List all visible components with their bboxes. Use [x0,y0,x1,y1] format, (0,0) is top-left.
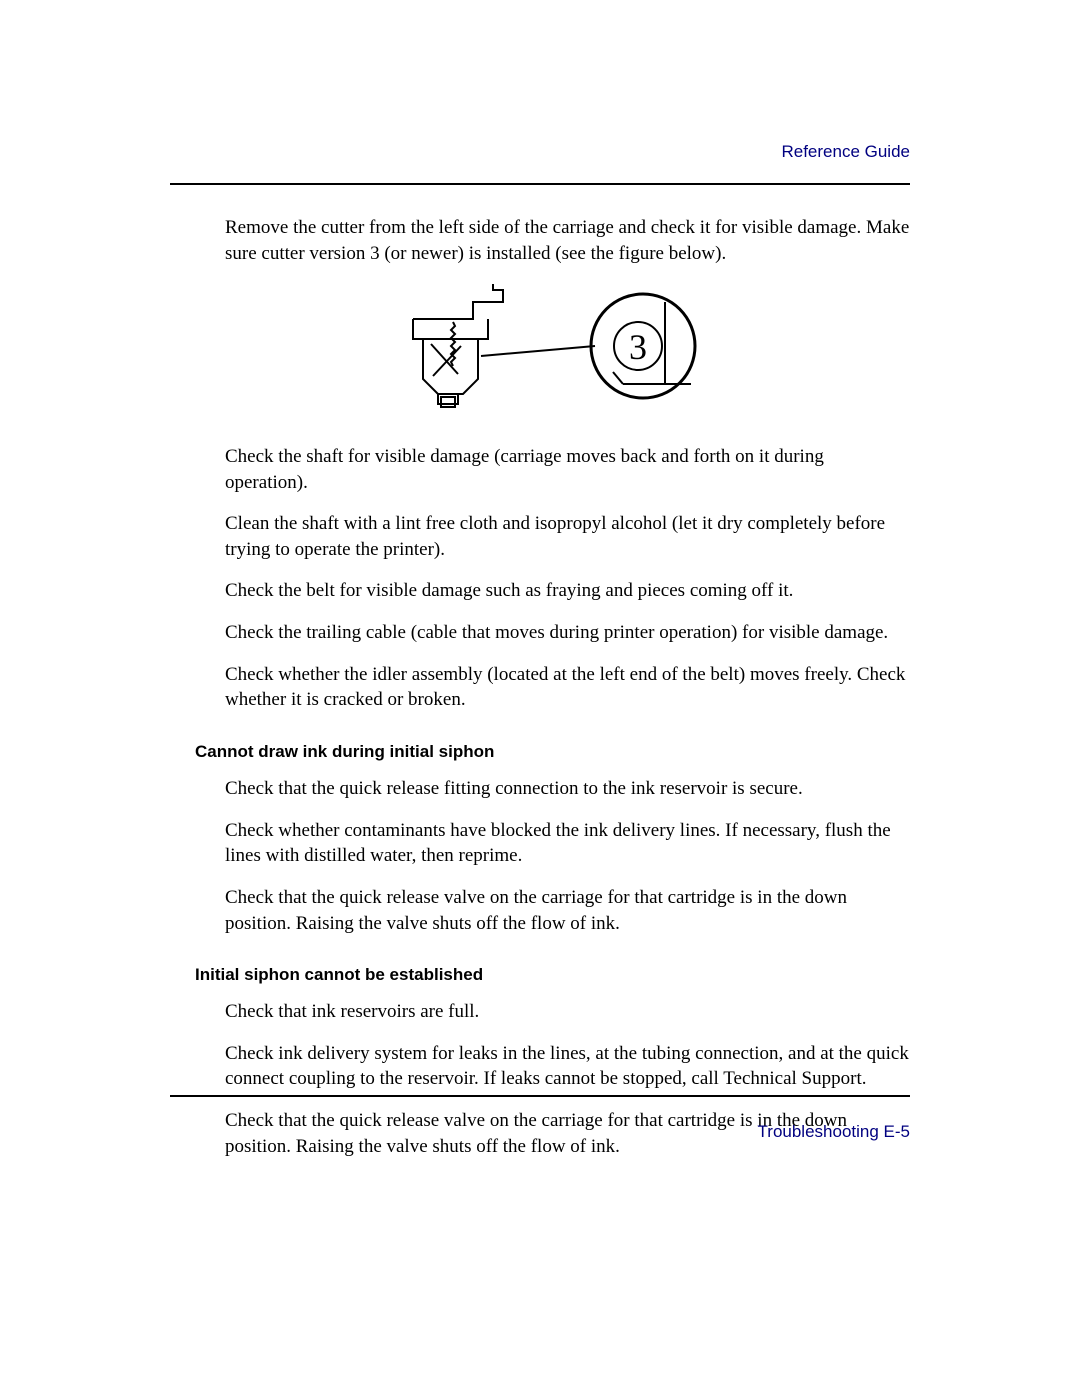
rule-top [170,183,910,185]
paragraph: Check the trailing cable (cable that mov… [225,620,910,646]
document-page: Reference Guide Remove the cutter from t… [0,0,1080,1397]
figure-number-label: 3 [629,327,647,367]
paragraph: Clean the shaft with a lint free cloth a… [225,511,910,562]
section-heading: Cannot draw ink during initial siphon [195,741,910,764]
section-heading: Initial siphon cannot be established [195,964,910,987]
paragraph: Check that the quick release fitting con… [225,776,910,802]
paragraph: Check the shaft for visible damage (carr… [225,444,910,495]
footer-label: Troubleshooting E-5 [758,1122,910,1142]
body-content: Remove the cutter from the left side of … [195,215,910,1175]
paragraph: Check that ink reservoirs are full. [225,999,910,1025]
cutter-figure: 3 [195,284,910,422]
paragraph: Check the belt for visible damage such a… [225,578,910,604]
paragraph: Check that the quick release valve on th… [225,885,910,936]
cutter-diagram-svg: 3 [403,284,703,414]
paragraph: Check whether contaminants have blocked … [225,818,910,869]
paragraph: Check whether the idler assembly (locate… [225,662,910,713]
header-label: Reference Guide [781,142,910,162]
paragraph: Check ink delivery system for leaks in t… [225,1041,910,1092]
paragraph: Remove the cutter from the left side of … [225,215,910,266]
rule-bottom [170,1095,910,1097]
